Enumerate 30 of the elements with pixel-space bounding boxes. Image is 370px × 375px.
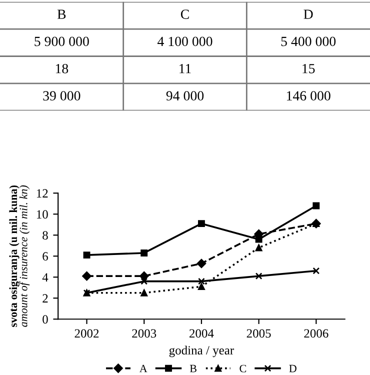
x-axis-title: godina / year bbox=[169, 346, 234, 358]
legend-label: A bbox=[139, 364, 148, 372]
y-tick-label: 4 bbox=[42, 273, 48, 282]
y-tick-label: 2 bbox=[42, 294, 48, 302]
text: 94 000 bbox=[166, 91, 204, 101]
text: 39 000 bbox=[43, 91, 80, 101]
y-tick-label: 10 bbox=[36, 210, 48, 219]
text: 4 100 000 bbox=[157, 36, 212, 46]
x-tick-label: 2005 bbox=[246, 329, 271, 338]
x-tick-label: 2006 bbox=[304, 329, 328, 338]
y-tick-label: 0 bbox=[42, 315, 48, 324]
y-tick-label: 8 bbox=[42, 231, 48, 240]
legend-label: C bbox=[240, 364, 246, 372]
text: 5 400 000 bbox=[281, 36, 336, 46]
x-tick-label: 2003 bbox=[132, 329, 156, 338]
y-tick-label: 6 bbox=[42, 252, 48, 261]
legend-label: B bbox=[190, 364, 196, 372]
text: 5 900 000 bbox=[34, 36, 89, 46]
y-axis-title: svota osiguranja (u mil. kuna) amount of insurence (in mil. kn) bbox=[9, 185, 30, 327]
category-label: C bbox=[180, 10, 189, 19]
text: 18 bbox=[56, 64, 68, 74]
legend-label: D bbox=[289, 364, 296, 372]
x-tick-label: 2002 bbox=[74, 329, 99, 338]
category-label: B bbox=[57, 10, 66, 19]
x-tick-label: 2004 bbox=[190, 329, 214, 338]
text: 11 bbox=[180, 64, 191, 74]
text: 15 bbox=[302, 64, 315, 74]
y-tick-label: 12 bbox=[36, 189, 48, 198]
text: 146 000 bbox=[286, 91, 330, 101]
category-label: D bbox=[304, 10, 313, 19]
